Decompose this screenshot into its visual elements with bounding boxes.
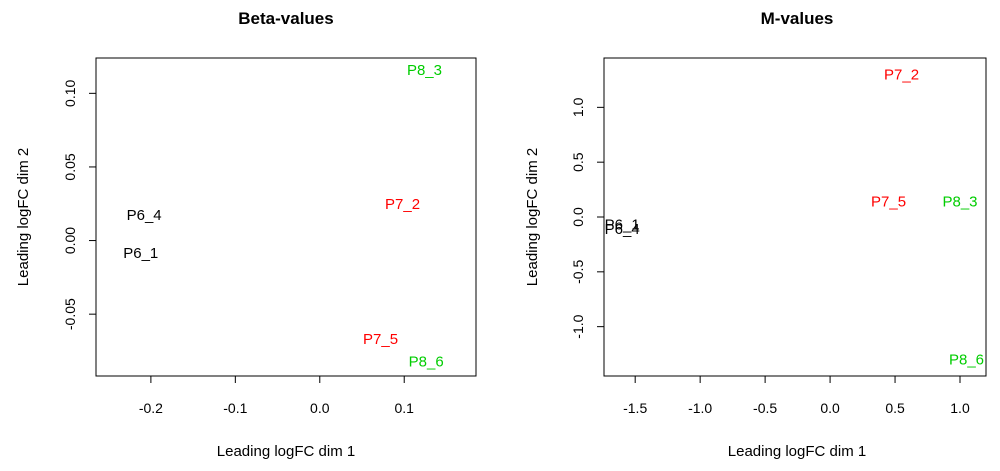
x-tick-label: 1.0 [950, 400, 970, 416]
y-axis: -0.05 0.00 0.05 0.10 [62, 79, 97, 330]
point-labels: P7_2 P7_5 P8_3 P8_6 P6_1P6_4 [605, 66, 984, 368]
y-tick-label: -1.0 [570, 314, 586, 338]
y-axis: -1.0 -0.5 0.0 0.5 1.0 [570, 97, 605, 339]
point-label: P6_4 [605, 221, 640, 238]
x-tick-label: -1.5 [623, 400, 647, 416]
y-tick-label: -0.05 [62, 298, 78, 330]
point-label: P6_1 [605, 217, 640, 234]
x-axis: -1.5 -1.0 -0.5 0.0 0.5 1.0 [623, 375, 970, 416]
point-label: P8_6 [409, 353, 444, 370]
y-tick-label: 0.0 [570, 207, 586, 227]
y-tick-label: 0.00 [62, 227, 78, 254]
x-tick-label: 0.0 [310, 400, 330, 416]
y-tick-label: 0.10 [62, 79, 78, 106]
chart-title: M-values [761, 9, 834, 28]
y-tick-label: 0.05 [62, 153, 78, 180]
point-label: P7_5 [871, 194, 906, 211]
m-values-panel: M-values -1.5 -1.0 -0.5 0.0 0.5 1.0 -1.0 -0.5 0… [524, 9, 987, 460]
x-tick-label: -0.5 [753, 400, 777, 416]
chart-title: Beta-values [238, 9, 333, 28]
y-tick-label: 1.0 [570, 97, 586, 117]
point-label: P8_6 [949, 352, 984, 369]
point-labels: P6_4 P6_1 P7_2 P7_5 P8_3 P8_6 [123, 62, 444, 370]
y-axis-label: Leading logFC dim 2 [524, 148, 541, 286]
x-tick-label: 0.0 [820, 400, 840, 416]
x-tick-label: -0.2 [139, 400, 163, 416]
point-label: P8_3 [407, 62, 442, 79]
beta-values-panel: Beta-values -0.2 -0.1 0.0 0.1 -0.05 0.00 0.05… [15, 9, 477, 460]
x-tick-label: 0.1 [394, 400, 414, 416]
point-label: P6_1 [123, 245, 158, 262]
y-tick-label: -0.5 [570, 260, 586, 284]
x-axis: -0.2 -0.1 0.0 0.1 [139, 375, 414, 416]
x-axis-label: Leading logFC dim 1 [217, 443, 355, 460]
x-tick-label: 0.5 [885, 400, 905, 416]
point-label: P6_4 [127, 207, 162, 224]
point-label: P7_2 [385, 196, 420, 213]
point-label: P7_5 [363, 331, 398, 348]
x-tick-label: -0.1 [223, 400, 247, 416]
plot-frame [603, 57, 987, 377]
y-tick-label: 0.5 [570, 152, 586, 172]
y-axis-label: Leading logFC dim 2 [15, 148, 32, 286]
point-label: P8_3 [942, 194, 977, 211]
point-label: P7_2 [884, 66, 919, 83]
x-axis-label: Leading logFC dim 1 [728, 443, 866, 460]
x-tick-label: -1.0 [688, 400, 712, 416]
